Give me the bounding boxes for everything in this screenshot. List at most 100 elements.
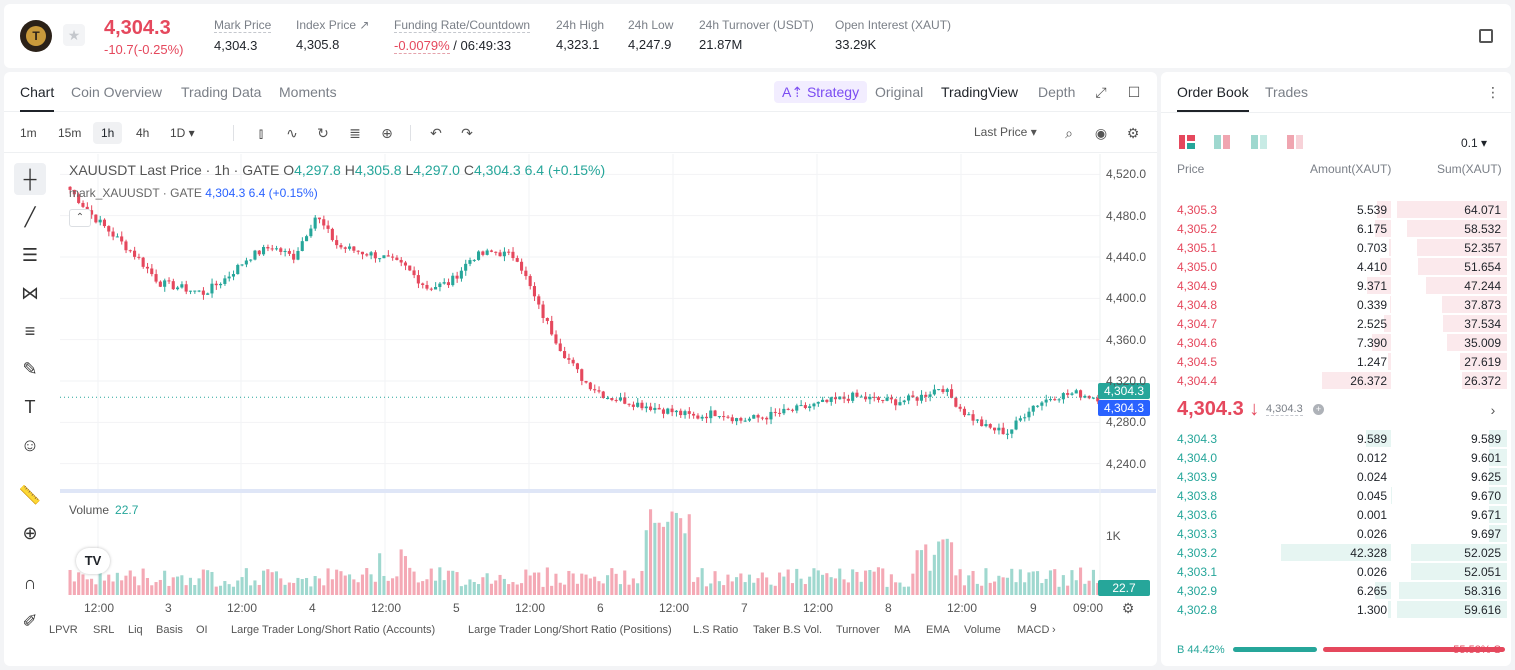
indicator-item[interactable]: EMA xyxy=(926,624,950,636)
tf-4h[interactable]: 4h xyxy=(136,126,150,140)
tf-1h[interactable]: 1h xyxy=(93,122,123,144)
brush-icon[interactable]: ✎ xyxy=(22,358,38,379)
volume-bar xyxy=(464,584,468,595)
price-type-select[interactable]: Last Price ▾ xyxy=(974,125,1037,139)
window-icon[interactable]: ☐ xyxy=(1127,84,1141,100)
chart-settings-icon[interactable]: ⚙ xyxy=(1121,600,1135,616)
text-icon[interactable]: T xyxy=(24,396,36,417)
ask-row[interactable]: 4,305.0 4.410 51.654 xyxy=(1161,257,1511,276)
tf-1d[interactable]: 1D ▾ xyxy=(170,126,195,140)
horizontal-lines-icon[interactable]: ☰ xyxy=(21,244,39,265)
bid-row[interactable]: 4,303.9 0.024 9.625 xyxy=(1161,467,1511,486)
indicator-item[interactable]: Volume xyxy=(964,624,1001,636)
chart-canvas[interactable] xyxy=(60,154,1156,666)
volume-bar xyxy=(300,579,304,595)
ask-row[interactable]: 4,304.4 26.372 26.372 xyxy=(1161,371,1511,390)
volume-bar xyxy=(601,583,605,595)
indicator-item[interactable]: MA xyxy=(894,624,911,636)
view-split-icon[interactable] xyxy=(1214,135,1230,149)
crosshair-icon[interactable]: ┼ xyxy=(14,163,46,195)
indicator-item[interactable]: L.S Ratio xyxy=(693,624,739,636)
precision-select[interactable]: 0.1 ▾ xyxy=(1461,136,1488,150)
ask-row[interactable]: 4,305.2 6.175 58.532 xyxy=(1161,219,1511,238)
tradingview-logo[interactable]: TV xyxy=(76,548,110,574)
volume-bar xyxy=(1036,571,1040,595)
index-price-label[interactable]: Index Price ↗ xyxy=(296,18,370,32)
tab-trading-data[interactable]: Trading Data xyxy=(181,84,262,100)
indicator-icon[interactable]: ∿ xyxy=(286,125,298,141)
ask-row[interactable]: 4,305.3 5.539 64.071 xyxy=(1161,200,1511,219)
candle-body xyxy=(756,415,760,418)
tab-trades[interactable]: Trades xyxy=(1265,84,1309,100)
lock-icon[interactable]: ✐ xyxy=(22,610,38,631)
view-bids-icon[interactable] xyxy=(1251,135,1267,149)
ask-row[interactable]: 4,304.9 9.371 47.244 xyxy=(1161,276,1511,295)
ask-row[interactable]: 4,304.7 2.525 37.534 xyxy=(1161,314,1511,333)
indicator-item[interactable]: Turnover xyxy=(836,624,880,636)
trend-line-icon[interactable]: ╱ xyxy=(24,206,36,227)
candle-body xyxy=(881,399,885,401)
candle-body xyxy=(120,236,124,242)
bid-row[interactable]: 4,303.8 0.045 9.670 xyxy=(1161,486,1511,505)
magnet-icon[interactable]: ∩ xyxy=(23,572,37,593)
tab-moments[interactable]: Moments xyxy=(279,84,337,100)
collapse-legend-button[interactable]: ⌃ xyxy=(69,209,91,227)
bid-row[interactable]: 4,304.3 9.589 9.589 xyxy=(1161,429,1511,448)
camera-icon[interactable]: ◉ xyxy=(1094,125,1108,141)
zoom-in-icon[interactable]: ⊕ xyxy=(22,522,38,543)
indicator-item[interactable]: Large Trader Long/Short Ratio (Accounts) xyxy=(231,624,436,636)
indicator-item[interactable]: Liq xyxy=(128,624,143,636)
ruler-icon[interactable]: 📏 xyxy=(18,484,42,505)
view-original[interactable]: Original xyxy=(875,84,924,100)
ask-row[interactable]: 4,304.6 7.390 35.009 xyxy=(1161,333,1511,352)
emoji-icon[interactable]: ☺ xyxy=(20,434,40,455)
indicator-item[interactable]: LPVR xyxy=(49,624,78,636)
indicator-item[interactable]: MACD xyxy=(1017,624,1050,636)
ask-row[interactable]: 4,304.5 1.247 27.619 xyxy=(1161,352,1511,371)
gear-icon[interactable]: ⚙ xyxy=(1126,125,1140,141)
view-asks-icon[interactable] xyxy=(1287,135,1303,149)
more-menu-icon[interactable]: ⋮ xyxy=(1486,84,1500,100)
guide-book-icon[interactable] xyxy=(1479,29,1493,43)
chevron-right-icon[interactable]: › xyxy=(1490,402,1496,418)
search-icon[interactable]: ⌕ xyxy=(1065,125,1073,141)
price-chart[interactable]: XAUUSDT Last Price · 1h · GATE O4,297.8 … xyxy=(60,154,1156,666)
undo-icon[interactable]: ↶ xyxy=(430,125,442,141)
view-both-icon[interactable] xyxy=(1179,135,1195,149)
redo-icon[interactable]: ↷ xyxy=(461,125,473,141)
index-price-stat[interactable]: Index Price ↗ 4,305.8 xyxy=(296,18,369,52)
pattern-icon[interactable]: ⋈ xyxy=(21,282,39,303)
tab-order-book[interactable]: Order Book xyxy=(1177,84,1249,112)
strategy-button[interactable]: A⇡ Strategy xyxy=(774,81,868,103)
bid-row[interactable]: 4,304.0 0.012 9.601 xyxy=(1161,448,1511,467)
tab-chart[interactable]: Chart xyxy=(20,84,55,112)
indicator-item[interactable]: Taker B.S Vol. xyxy=(753,624,823,636)
chevron-right-icon[interactable]: › xyxy=(1052,624,1056,636)
bid-row[interactable]: 4,303.2 42.328 52.025 xyxy=(1161,543,1511,562)
indicator-item[interactable]: Large Trader Long/Short Ratio (Positions… xyxy=(468,624,672,636)
bid-row[interactable]: 4,302.9 6.265 58.316 xyxy=(1161,581,1511,600)
bid-row[interactable]: 4,302.8 1.300 59.616 xyxy=(1161,600,1511,619)
bid-row[interactable]: 4,303.1 0.026 52.051 xyxy=(1161,562,1511,581)
indicator-item[interactable]: OI xyxy=(196,624,208,636)
tf-1m[interactable]: 1m xyxy=(20,126,37,140)
tf-15m[interactable]: 15m xyxy=(58,126,82,140)
refresh-icon[interactable]: ↻ xyxy=(317,125,329,141)
candle-body xyxy=(210,283,214,294)
fib-icon[interactable]: ≡ xyxy=(24,320,36,341)
view-depth[interactable]: Depth xyxy=(1038,84,1076,100)
bid-row[interactable]: 4,303.6 0.001 9.671 xyxy=(1161,505,1511,524)
add-indicator-icon[interactable]: ⊕ xyxy=(381,125,393,141)
indicator-item[interactable]: SRL xyxy=(93,624,115,636)
expand-icon[interactable]: ⤢ xyxy=(1095,84,1107,100)
bid-row[interactable]: 4,303.3 0.026 9.697 xyxy=(1161,524,1511,543)
tab-coin-overview[interactable]: Coin Overview xyxy=(71,84,163,100)
info-icon[interactable]: + xyxy=(1313,404,1324,415)
ask-row[interactable]: 4,304.8 0.339 37.873 xyxy=(1161,295,1511,314)
settings-list-icon[interactable]: ≣ xyxy=(349,125,361,141)
indicator-item[interactable]: Basis xyxy=(156,624,183,636)
favorite-star-icon[interactable]: ★ xyxy=(63,24,85,46)
view-tradingview[interactable]: TradingView xyxy=(941,84,1019,100)
candle-type-icon[interactable]: ⫾ xyxy=(258,125,264,141)
ask-row[interactable]: 4,305.1 0.703 52.357 xyxy=(1161,238,1511,257)
